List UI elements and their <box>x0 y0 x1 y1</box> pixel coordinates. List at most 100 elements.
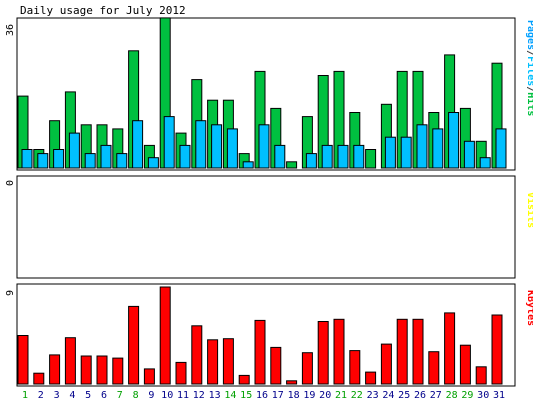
day-label-2: 2 <box>38 390 44 401</box>
bar-files-day-22 <box>353 144 365 169</box>
day-label-8: 8 <box>133 390 139 401</box>
bar-files-day-12 <box>195 120 207 169</box>
bar-kbytes-day-30 <box>475 366 487 385</box>
bar-kbytes-day-11 <box>175 361 187 385</box>
panel-visits-ymax: 0 <box>5 180 16 186</box>
bar-kbytes-day-13 <box>207 339 219 385</box>
bar-files-day-10 <box>163 116 175 169</box>
ylabel-hits: Hits <box>525 92 533 116</box>
day-label-9: 9 <box>148 390 154 401</box>
bar-kbytes-day-15 <box>238 374 250 385</box>
bar-files-day-16 <box>258 124 270 169</box>
day-label-13: 13 <box>209 390 221 401</box>
bar-kbytes-day-4 <box>64 337 76 385</box>
bar-files-day-2 <box>37 153 49 169</box>
day-label-3: 3 <box>54 390 60 401</box>
chart-title: Daily usage for July 2012 <box>20 4 186 17</box>
day-label-4: 4 <box>69 390 75 401</box>
day-label-6: 6 <box>101 390 107 401</box>
bar-files-day-3 <box>53 149 65 169</box>
bar-kbytes-day-21 <box>333 318 345 385</box>
bar-kbytes-day-10 <box>159 286 171 385</box>
day-label-5: 5 <box>85 390 91 401</box>
x-axis-day-labels: 1 2 3 4 5 6 7 8 9 10 11 12 13 14 15 16 17 18 19 20 21 22 23 24 2… <box>22 390 505 401</box>
bar-kbytes-day-25 <box>396 318 408 385</box>
day-label-24: 24 <box>382 390 394 401</box>
day-label-28: 28 <box>446 390 458 401</box>
ylabel-files: Files <box>525 56 533 86</box>
bar-kbytes-day-2 <box>33 372 45 385</box>
bar-files-day-19 <box>305 153 317 169</box>
day-label-25: 25 <box>398 390 410 401</box>
bar-hits-day-23 <box>365 149 377 169</box>
bar-kbytes-day-23 <box>365 371 377 385</box>
bar-files-day-8 <box>132 120 144 169</box>
day-label-26: 26 <box>414 390 426 401</box>
day-label-15: 15 <box>240 390 252 401</box>
bar-files-day-4 <box>68 132 80 169</box>
panel-visits-ylabel: Visits <box>525 192 533 228</box>
bar-kbytes-day-22 <box>349 350 361 385</box>
bar-files-day-13 <box>211 124 223 169</box>
day-label-21: 21 <box>335 390 347 401</box>
bar-kbytes-day-28 <box>444 312 456 385</box>
day-label-18: 18 <box>288 390 300 401</box>
day-label-29: 29 <box>461 390 473 401</box>
bar-kbytes-day-29 <box>459 344 471 385</box>
bar-kbytes-day-9 <box>143 368 155 385</box>
day-label-22: 22 <box>351 390 363 401</box>
bar-files-day-9 <box>147 157 159 169</box>
day-label-27: 27 <box>430 390 442 401</box>
bar-kbytes-day-18 <box>286 380 298 385</box>
bar-kbytes-day-12 <box>191 325 203 385</box>
bar-files-day-27 <box>432 128 444 169</box>
bar-files-day-29 <box>463 140 475 169</box>
bar-kbytes-day-19 <box>301 352 313 385</box>
day-label-10: 10 <box>161 390 173 401</box>
bar-files-day-30 <box>479 157 491 169</box>
bar-files-day-7 <box>116 153 128 169</box>
bar-files-day-26 <box>416 124 428 169</box>
bar-files-day-28 <box>448 112 460 169</box>
ylabel-sep-1: / <box>525 50 533 56</box>
bar-kbytes-day-8 <box>128 305 140 385</box>
bar-files-day-15 <box>242 161 254 169</box>
bar-files-day-6 <box>100 144 112 169</box>
bar-files-day-21 <box>337 144 349 169</box>
bar-kbytes-day-5 <box>80 355 92 385</box>
bar-kbytes-day-27 <box>428 351 440 385</box>
ylabel-pages: Pages <box>525 20 533 50</box>
bar-hits-day-18 <box>286 161 298 169</box>
bar-kbytes-day-1 <box>17 335 29 385</box>
day-label-19: 19 <box>303 390 315 401</box>
day-label-14: 14 <box>224 390 236 401</box>
day-label-23: 23 <box>367 390 379 401</box>
bar-files-day-11 <box>179 144 191 169</box>
bar-files-day-14 <box>226 128 238 169</box>
bar-kbytes-day-24 <box>380 343 392 385</box>
day-label-17: 17 <box>272 390 284 401</box>
bar-kbytes-day-17 <box>270 346 282 385</box>
bar-files-day-1 <box>21 149 33 169</box>
panel-kbytes: 9 KBytes <box>5 283 533 387</box>
ylabel-sep-2: / <box>525 86 533 92</box>
bar-files-day-20 <box>321 144 333 169</box>
panel-visits: 0 Visits <box>5 175 533 279</box>
panel-visits-frame <box>16 175 516 279</box>
bar-files-day-5 <box>84 153 96 169</box>
day-label-1: 1 <box>22 390 28 401</box>
panel-hits-bars <box>17 17 507 169</box>
panel-hits-ymax: 36 <box>5 24 16 36</box>
panel-kbytes-bars <box>17 286 503 385</box>
day-label-31: 31 <box>493 390 505 401</box>
panel-hits-ylabel: Pages/Files/Hits <box>525 20 533 116</box>
panel-kbytes-ylabel: KBytes <box>525 290 533 326</box>
bar-kbytes-day-16 <box>254 319 266 385</box>
bar-kbytes-day-31 <box>491 314 503 385</box>
bar-files-day-31 <box>495 128 507 169</box>
day-label-16: 16 <box>256 390 268 401</box>
bar-kbytes-day-26 <box>412 318 424 385</box>
bar-kbytes-day-20 <box>317 321 329 385</box>
day-label-11: 11 <box>177 390 189 401</box>
